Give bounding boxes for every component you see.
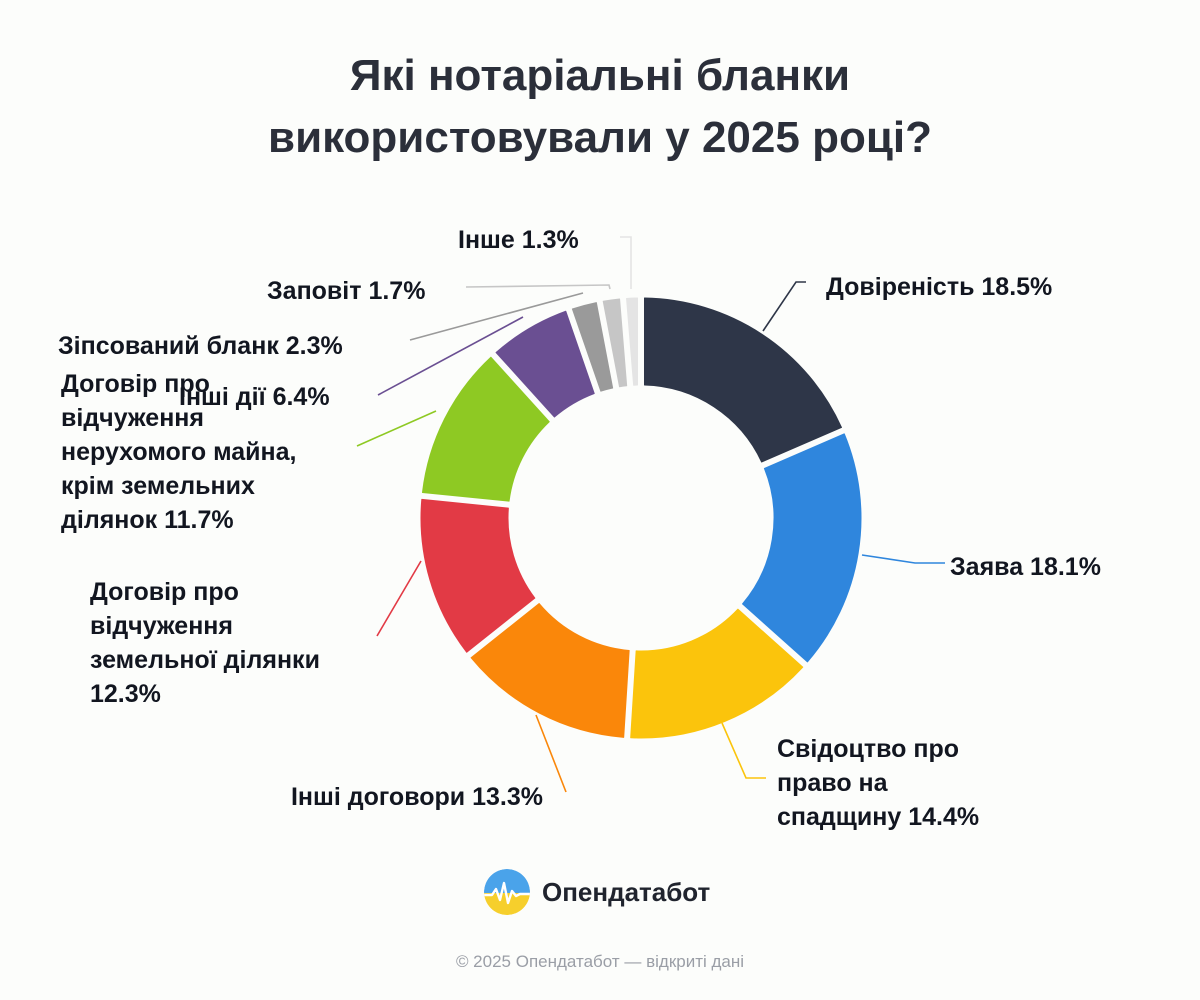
slice-label-договір-про-відчуження-земельної-ділянки: Договір про відчуження земельної ділянки 12… — [90, 578, 320, 708]
slice-label-line: Договір про — [90, 578, 239, 606]
donut-slice-заява — [742, 433, 862, 663]
opendatabot-logo-icon — [484, 869, 530, 915]
donut-slice-довіреність — [644, 297, 842, 463]
slice-label-інші-дії: Інші дії 6.4% — [179, 383, 330, 411]
leader-line-інше — [620, 236, 632, 289]
donut-slice-договір-про-відчуження-земельної-ділянки — [420, 498, 536, 653]
chart-title: Які нотаріальні бланки використовували у… — [0, 45, 1200, 169]
leader-line-зіпсований-бланк — [409, 292, 584, 341]
slice-label-line: 12.3% — [90, 680, 161, 708]
slice-label-line: Заява 18.1% — [950, 553, 1101, 581]
slice-label-інше: Інше 1.3% — [458, 226, 579, 254]
slice-label-line: Заповіт 1.7% — [267, 277, 425, 305]
brand-name: Опендатабот — [542, 876, 711, 907]
footer-copyright: © 2025 Опендатабот — відкриті дані — [455, 952, 745, 971]
slice-label-line: Інші договори 13.3% — [291, 783, 543, 811]
leader-line-інші-дії — [377, 316, 524, 396]
slice-label-зіпсований-бланк: Зіпсований бланк 2.3% — [58, 332, 343, 360]
donut-slice-інше — [626, 297, 638, 386]
donut-slice-договір-про-відчуження-нерухомого-майна-крім-земельних-ділянок — [421, 356, 550, 502]
slice-labels: Довіреність 18.5% Заява 18.1% Свідоцтво пр… — [58, 226, 1101, 831]
donut-slice-інші-договори — [470, 603, 630, 738]
donut-slice-свідоцтво-про-право-на-спадщину — [630, 608, 804, 739]
leader-line-довіреність — [762, 281, 806, 332]
slice-label-свідоцтво-про-право-на-спадщину: Свідоцтво про право на спадщину 14.4% — [777, 735, 979, 831]
leader-line-заява — [861, 554, 945, 564]
slice-label-line: крім земельних — [61, 472, 255, 500]
slice-label-line: нерухомого майна, — [61, 438, 297, 466]
slice-label-line: відчуження — [90, 612, 233, 640]
donut-slice-зіпсований-бланк — [571, 302, 614, 392]
chart-title-line-1: Які нотаріальні бланки — [349, 51, 851, 100]
slice-label-line: Свідоцтво про — [777, 735, 959, 763]
slice-label-line: Інші дії 6.4% — [179, 383, 330, 411]
donut-slices — [420, 297, 862, 739]
slice-label-інші-договори: Інші договори 13.3% — [291, 783, 543, 811]
slice-label-договір-про-відчуження-нерухомого-майна-крім-земельних-ділянок: Договір про відчуження нерухомого майна, кр… — [61, 370, 297, 534]
brand: Опендатабот — [484, 868, 710, 916]
slice-label-line: спадщину 14.4% — [777, 803, 979, 831]
slice-label-line: Довіреність 18.5% — [826, 273, 1052, 301]
leader-line-договір-про-відчуження-нерухомого-майна-крім-земельних-ділянок — [356, 410, 437, 447]
slice-label-line: право на — [777, 769, 889, 797]
slice-label-довіреність: Довіреність 18.5% — [826, 273, 1052, 301]
leader-line-свідоцтво-про-право-на-спадщину — [721, 722, 766, 779]
leader-line-договір-про-відчуження-земельної-ділянки — [376, 560, 422, 637]
slice-label-line: Договір про — [61, 370, 210, 398]
leader-line-інші-договори — [535, 714, 567, 793]
donut-slice-інші-дії — [495, 310, 595, 418]
leader-lines — [356, 236, 945, 793]
slice-label-line: Інше 1.3% — [458, 226, 579, 254]
donut-slice-заповіт — [602, 298, 628, 388]
slice-label-line: ділянок 11.7% — [61, 506, 234, 534]
leader-line-заповіт — [465, 284, 611, 290]
slice-label-заповіт: Заповіт 1.7% — [267, 277, 425, 305]
slice-label-line: земельної ділянки — [90, 646, 320, 674]
slice-label-line: відчуження — [61, 404, 204, 432]
slice-label-заява: Заява 18.1% — [950, 553, 1101, 581]
slice-label-line: Зіпсований бланк 2.3% — [58, 332, 343, 360]
chart-title-line-2: використовували у 2025 році? — [268, 113, 932, 162]
